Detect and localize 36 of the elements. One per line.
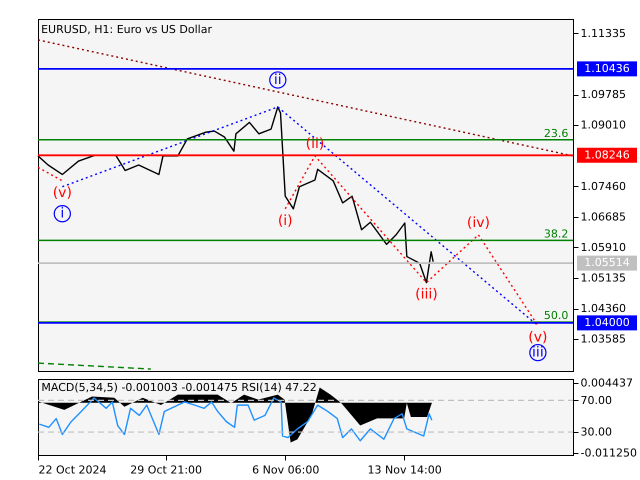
y-tick-label: 1.06685	[580, 210, 626, 224]
chart-title: MACD(5,34,5) -0.001003 -0.001475 RSI(14) 47.22	[41, 380, 317, 394]
y-tick-label: 1.11335	[580, 26, 626, 40]
y-tick-label: 1.05135	[580, 272, 626, 285]
y-tick-label: 30.00	[580, 426, 612, 439]
ref-line-label: 1.10436	[584, 62, 630, 75]
line-series	[38, 397, 433, 442]
y-tick-label: 1.05910	[580, 240, 626, 254]
ref-line-label: 1.05514	[584, 256, 630, 270]
data-label: (v)	[52, 184, 72, 201]
data-label: i	[60, 206, 64, 222]
x-tick-label: 13 Nov 14:00	[368, 464, 442, 476]
y-tick-label: 70.00	[580, 394, 612, 407]
annotation: 50.0	[544, 309, 568, 322]
data-label: iii	[532, 344, 544, 361]
ref-line-label: 1.08246	[584, 148, 630, 162]
x-tick-label: 22 Oct 2024	[38, 464, 107, 476]
annotation: 23.6	[544, 126, 568, 140]
y2-tick-label: -0.011250	[580, 446, 637, 460]
data-label: (i)	[278, 212, 293, 229]
data-label: (ii)	[306, 136, 324, 152]
data-label: (iii)	[415, 286, 438, 303]
data-label: (iv)	[466, 214, 490, 231]
y-tick-label: 1.07460	[580, 180, 626, 193]
chart-title: EURUSD, H1: Euro vs US Dollar	[41, 23, 212, 36]
y-tick-label: 1.04360	[580, 302, 626, 316]
annotation: 38.2	[544, 227, 568, 240]
data-label: ii	[274, 72, 282, 88]
data-label: (v)	[528, 330, 548, 346]
y-tick-label: 1.03585	[580, 332, 626, 346]
y2-tick-label: 0.004437	[580, 376, 633, 390]
y-tick-label: 1.09010	[580, 118, 626, 132]
x-tick-label: 6 Nov 06:00	[252, 464, 320, 476]
y-tick-label: 1.09785	[580, 88, 626, 102]
x-tick-label: 29 Oct 21:00	[130, 464, 202, 476]
ref-line-label: 1.04000	[584, 316, 630, 329]
